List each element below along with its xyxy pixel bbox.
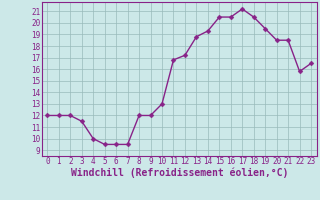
X-axis label: Windchill (Refroidissement éolien,°C): Windchill (Refroidissement éolien,°C) <box>70 168 288 178</box>
